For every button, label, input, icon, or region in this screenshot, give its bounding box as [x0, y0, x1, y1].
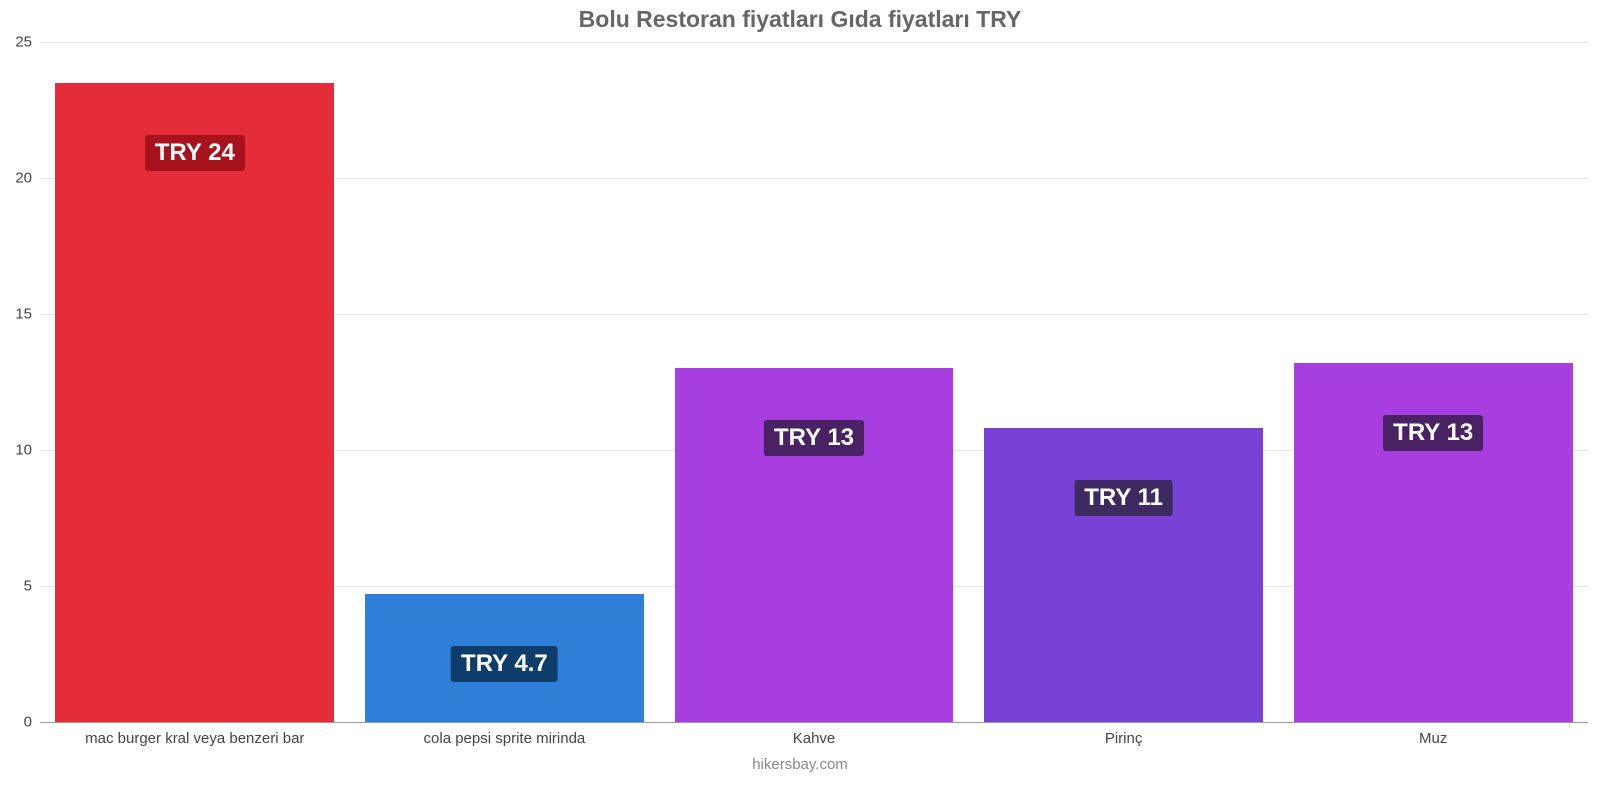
x-tick-label: Pirinç	[969, 730, 1279, 747]
bar-value-label: TRY 11	[1074, 480, 1173, 516]
axis-baseline	[40, 722, 1588, 723]
bar-value-label: TRY 4.7	[451, 646, 558, 682]
x-tick-label: Kahve	[659, 730, 969, 747]
y-tick-label: 0	[0, 714, 32, 731]
chart-title: Bolu Restoran fiyatları Gıda fiyatları T…	[0, 6, 1600, 33]
y-tick-label: 20	[0, 170, 32, 187]
y-tick-label: 15	[0, 306, 32, 323]
plot-area: 0510152025TRY 24mac burger kral veya ben…	[40, 42, 1588, 722]
y-tick-label: 10	[0, 442, 32, 459]
y-tick-label: 5	[0, 578, 32, 595]
bar-value-label: TRY 24	[145, 135, 245, 171]
bar	[55, 83, 334, 722]
attribution-text: hikersbay.com	[0, 756, 1600, 773]
price-bar-chart: Bolu Restoran fiyatları Gıda fiyatları T…	[0, 0, 1600, 800]
x-tick-label: mac burger kral veya benzeri bar	[40, 730, 350, 747]
bar-value-label: TRY 13	[764, 420, 864, 456]
bar	[984, 428, 1263, 722]
y-tick-label: 25	[0, 34, 32, 51]
x-tick-label: cola pepsi sprite mirinda	[350, 730, 660, 747]
gridline	[40, 42, 1588, 43]
x-tick-label: Muz	[1278, 730, 1588, 747]
bar-value-label: TRY 13	[1383, 415, 1483, 451]
